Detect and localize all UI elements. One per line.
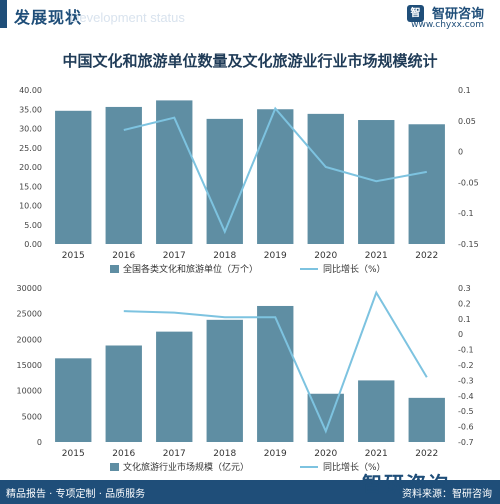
bar [257, 305, 294, 442]
y-tick-label: 30.00 [19, 125, 42, 134]
bar [408, 124, 445, 244]
x-tick-label: 2018 [213, 449, 236, 459]
y2-tick-label: -0.1 [458, 346, 474, 355]
x-tick-label: 2021 [365, 251, 388, 261]
chart-market-size: 0 5000 10000 15000 20000 25000 30000 -0.7 -0.6 -0… [17, 284, 474, 473]
footer-tagline: 精品报告 · 专项定制 · 品质服务 [6, 489, 146, 500]
y2-tick-label: -0.1 [458, 209, 474, 218]
legend-bar-label: 全国各类文化和旅游单位（万个） [123, 263, 258, 275]
legend-bar-swatch [110, 265, 119, 273]
chart-title: 中国文化和旅游单位数量及文化旅游业行业市场规模统计 [62, 52, 438, 70]
bar [358, 380, 395, 442]
footer-source: 资料来源：智研咨询 [402, 489, 492, 500]
x-tick-label: 2018 [213, 251, 236, 261]
y2-tick-label: -0.2 [458, 361, 474, 370]
y2-tick-label: -0.3 [458, 376, 474, 385]
y2-tick-label: -0.7 [458, 438, 474, 447]
y2-tick-label: -0.6 [458, 423, 474, 432]
footer-brand: 智研咨询 [362, 472, 450, 496]
section-title: 发展现状 [14, 8, 83, 27]
x-tick-label: 2022 [415, 251, 438, 261]
y2-tick-label: -0.15 [458, 240, 479, 249]
brand-logo-icon: 智 [407, 5, 424, 22]
y-tick-label: 0.00 [24, 240, 42, 249]
y-tick-label: 0 [37, 438, 42, 447]
legend-bar-label: 文化旅游行业市场规模（亿元） [123, 461, 249, 473]
y2-tick-label: -0.5 [458, 407, 474, 416]
bar [206, 319, 243, 442]
growth-line [123, 106, 427, 235]
y-tick-label: 25000 [17, 310, 42, 319]
y-tick-label: 15.00 [19, 182, 42, 191]
header: 发展现状 Development status 智 智研咨询 www.chyxx… [0, 0, 500, 30]
legend-bar-swatch [110, 463, 119, 471]
x-tick-label: 2017 [163, 251, 186, 261]
brand-url: www.chyxx.com [411, 20, 484, 30]
bar [408, 397, 445, 442]
bar [257, 109, 294, 244]
footer: 智研咨询 精品报告 · 专项定制 · 品质服务 资料来源：智研咨询 [0, 472, 500, 504]
legend-line-label: 同比增长（%） [323, 461, 386, 473]
x-tick-label: 2019 [264, 251, 287, 261]
chart-units: 0.00 5.00 10.00 15.00 20.00 25.00 30.00 35.00 40… [19, 86, 479, 275]
brand-name: 智研咨询 [431, 7, 484, 22]
bar [105, 345, 142, 442]
bar [55, 358, 92, 442]
y2-tick-label: 0.3 [458, 284, 471, 293]
y2-tick-label: 0 [458, 148, 463, 157]
y2-tick-label: 0 [458, 330, 463, 339]
y2-tick-label: -0.05 [458, 178, 479, 187]
x-tick-label: 2016 [112, 251, 135, 261]
bar [156, 100, 193, 244]
y-tick-label: 30000 [17, 284, 42, 293]
x-tick-label: 2020 [314, 449, 337, 459]
x-tick-label: 2020 [314, 251, 337, 261]
bar [55, 110, 92, 244]
bar [307, 113, 344, 245]
y2-tick-label: 0.2 [458, 299, 471, 308]
y-tick-label: 5000 [22, 412, 42, 421]
y-tick-label: 20000 [17, 335, 42, 344]
x-tick-label: 2015 [62, 449, 85, 459]
y2-tick-label: 0.1 [458, 315, 471, 324]
y2-tick-label: 0.05 [458, 117, 476, 126]
y-tick-label: 10000 [17, 387, 42, 396]
legend-line-label: 同比增长（%） [323, 263, 386, 275]
x-tick-label: 2016 [112, 449, 135, 459]
x-tick-label: 2015 [62, 251, 85, 261]
x-tick-label: 2019 [264, 449, 287, 459]
bar [206, 118, 243, 244]
y-tick-label: 15000 [17, 361, 42, 370]
y-tick-label: 40.00 [19, 86, 42, 95]
x-tick-label: 2022 [415, 449, 438, 459]
y-tick-label: 5.00 [24, 221, 42, 230]
x-tick-label: 2017 [163, 449, 186, 459]
x-tick-label: 2021 [365, 449, 388, 459]
y-tick-label: 25.00 [19, 144, 42, 153]
y-tick-label: 10.00 [19, 202, 42, 211]
section-subtitle: Development status [70, 10, 185, 25]
header-accent-bar [0, 0, 7, 28]
y-tick-label: 20.00 [19, 163, 42, 172]
growth-line [123, 290, 428, 434]
y2-tick-label: 0.1 [458, 86, 471, 95]
bar [156, 331, 193, 442]
y2-tick-label: -0.4 [458, 392, 474, 401]
y-tick-label: 35.00 [19, 105, 42, 114]
